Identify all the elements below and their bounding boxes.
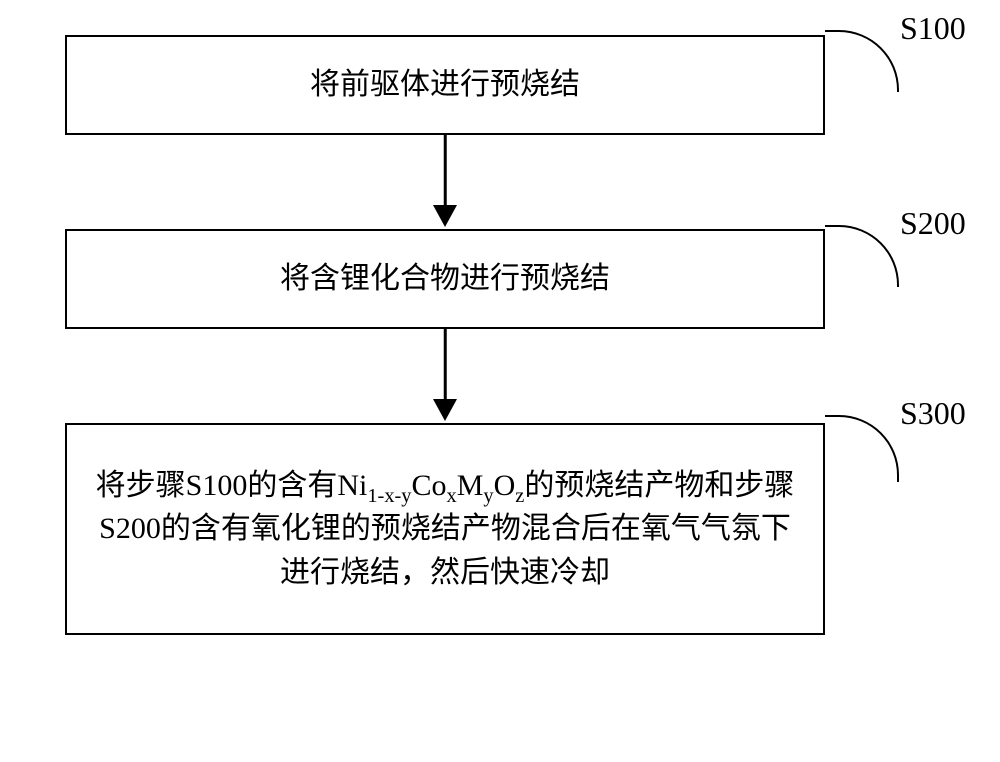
- step-box-s200: 将含锂化合物进行预烧结: [65, 229, 825, 329]
- arrow-line: [444, 329, 447, 401]
- step-text-s200: 将含锂化合物进行预烧结: [280, 257, 610, 301]
- s300-mid3: O: [494, 469, 516, 502]
- step-text-s100: 将前驱体进行预烧结: [310, 63, 580, 107]
- step-text-s300: 将步骤S100的含有Ni1-x-yCoxMyOz的预烧结产物和步骤S200的含有…: [87, 464, 803, 595]
- arrow-head: [433, 399, 457, 421]
- s300-sub4: z: [515, 485, 524, 507]
- step-box-s100: 将前驱体进行预烧结: [65, 35, 825, 135]
- flowchart-container: 将前驱体进行预烧结 将含锂化合物进行预烧结 将步骤S100的含有Ni1-x-yC…: [65, 35, 935, 635]
- step-box-s300: 将步骤S100的含有Ni1-x-yCoxMyOz的预烧结产物和步骤S200的含有…: [65, 423, 825, 635]
- step-label-s200: S200: [900, 205, 966, 242]
- arrow-s100-s200: [65, 135, 825, 229]
- step-label-s100: S100: [900, 10, 966, 47]
- s300-mid2: M: [457, 469, 484, 502]
- s300-sub2: x: [447, 485, 457, 507]
- arrow-line: [444, 135, 447, 207]
- step-label-s300: S300: [900, 395, 966, 432]
- arrow-s200-s300: [65, 329, 825, 423]
- s300-mid1: Co: [412, 469, 447, 502]
- s300-sub3: y: [483, 485, 493, 507]
- s300-sub1: 1-x-y: [367, 485, 411, 507]
- arrow-head: [433, 205, 457, 227]
- s300-pre: 将步骤S100的含有Ni: [96, 469, 368, 502]
